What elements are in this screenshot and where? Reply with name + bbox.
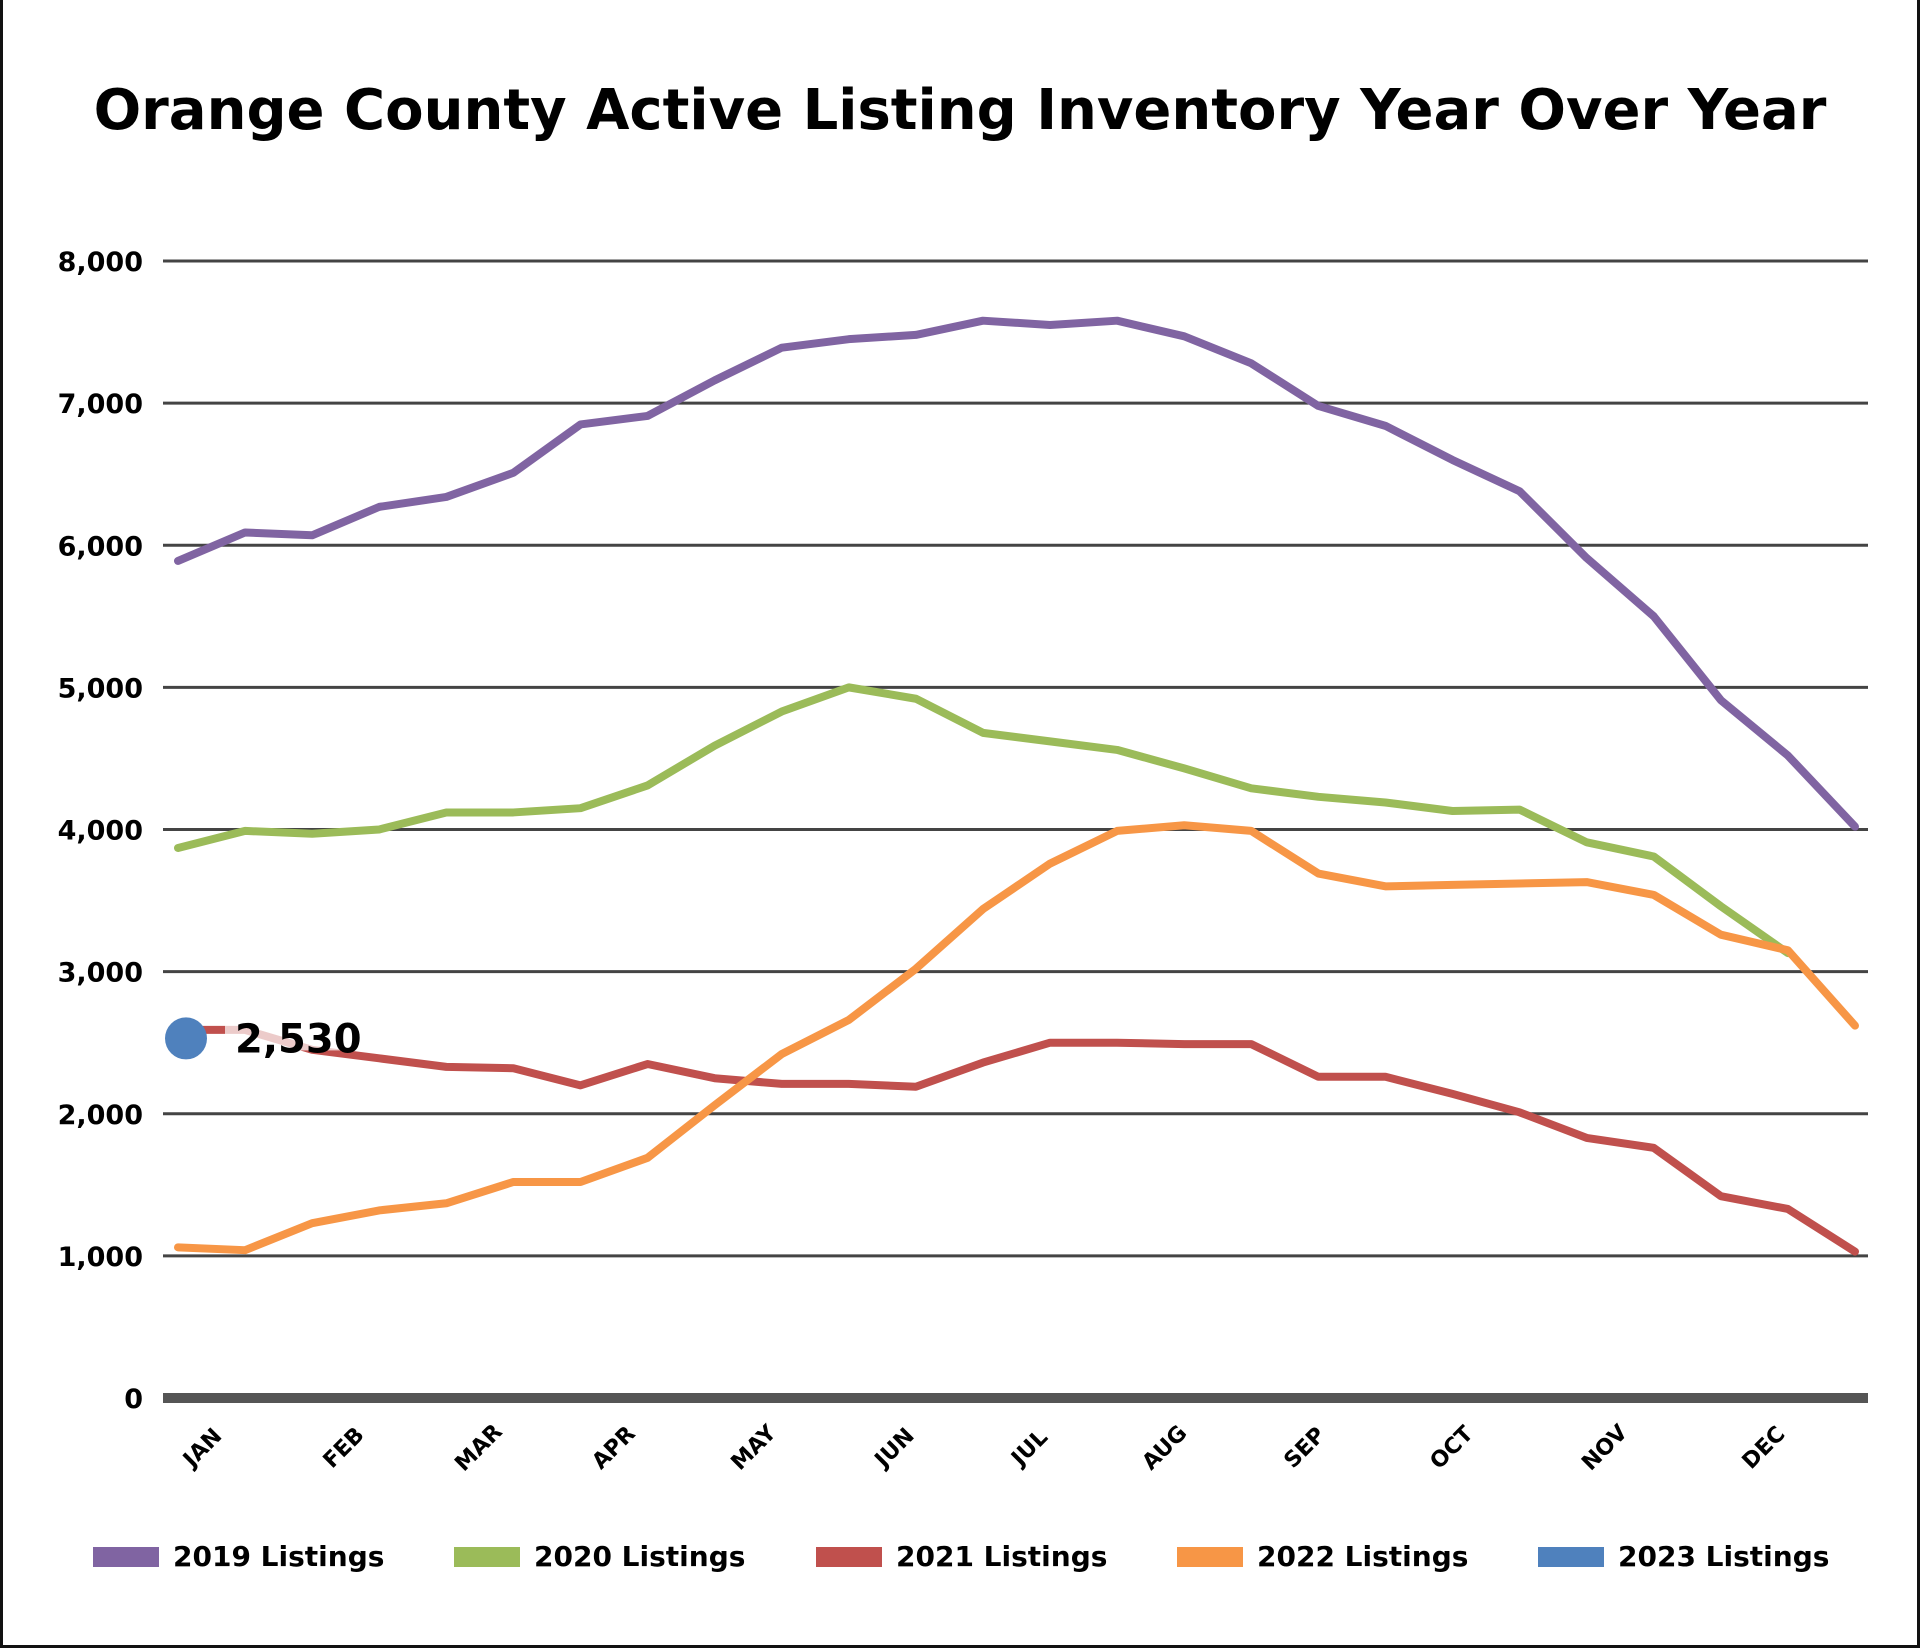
series-2023: [165, 1017, 207, 1060]
x-tick-label: DEC: [1738, 1422, 1791, 1475]
y-tick-label: 8,000: [58, 247, 143, 278]
x-tick-label: JUN: [869, 1423, 920, 1474]
x-tick-label: MAY: [727, 1420, 783, 1476]
x-tick-label: JAN: [177, 1424, 227, 1474]
legend-swatch: [1177, 1546, 1243, 1567]
x-tick-label: NOV: [1577, 1420, 1633, 1476]
legend: 2019 Listings 2020 Listings 2021 Listings 2…: [0, 1540, 1920, 1580]
x-tick-label: FEB: [319, 1423, 370, 1474]
series-2021: [174, 1025, 1859, 1256]
data-label: 2,530: [235, 1016, 362, 1062]
y-tick-label: 5,000: [58, 673, 143, 704]
y-tick-label: 7,000: [58, 389, 143, 420]
legend-item: 2020 Listings: [454, 1540, 745, 1573]
legend-item: 2021 Listings: [816, 1540, 1107, 1573]
series-line: [174, 316, 1859, 831]
x-tick-label: AUG: [1138, 1421, 1193, 1476]
y-tick-label: 6,000: [58, 531, 143, 562]
y-tick-label: 1,000: [58, 1242, 143, 1273]
legend-label: 2020 Listings: [534, 1540, 746, 1573]
legend-item: 2019 Listings: [93, 1540, 384, 1573]
y-tick-label: 0: [124, 1384, 143, 1415]
legend-swatch: [1538, 1546, 1604, 1567]
legend-item: 2023 Listings: [1538, 1540, 1829, 1573]
series-2019: [174, 316, 1859, 831]
series-2020: [174, 683, 1792, 958]
x-tick-label: APR: [588, 1421, 641, 1474]
series-line: [174, 821, 1859, 1255]
series-2022: [174, 821, 1859, 1255]
data-point: [165, 1017, 207, 1060]
legend-swatch: [816, 1546, 882, 1567]
legend-label: 2023 Listings: [1618, 1540, 1830, 1573]
legend-label: 2019 Listings: [173, 1540, 385, 1573]
y-tick-label: 4,000: [58, 816, 143, 847]
series-line: [174, 1025, 1859, 1256]
x-tick-label: MAR: [450, 1419, 507, 1476]
label-background: [225, 1002, 355, 1051]
legend-item: 2022 Listings: [1177, 1540, 1468, 1573]
y-tick-label: 3,000: [58, 958, 143, 989]
chart-title: Orange County Active Listing Inventory Y…: [93, 78, 1827, 143]
legend-swatch: [93, 1546, 159, 1567]
x-tick-label: JUL: [1006, 1425, 1053, 1472]
legend-label: 2021 Listings: [896, 1540, 1108, 1573]
x-tick-label: OCT: [1426, 1422, 1479, 1475]
x-tick-label: SEP: [1280, 1423, 1331, 1474]
legend-swatch: [454, 1546, 520, 1567]
y-tick-label: 2,000: [58, 1100, 143, 1131]
legend-label: 2022 Listings: [1257, 1540, 1469, 1573]
